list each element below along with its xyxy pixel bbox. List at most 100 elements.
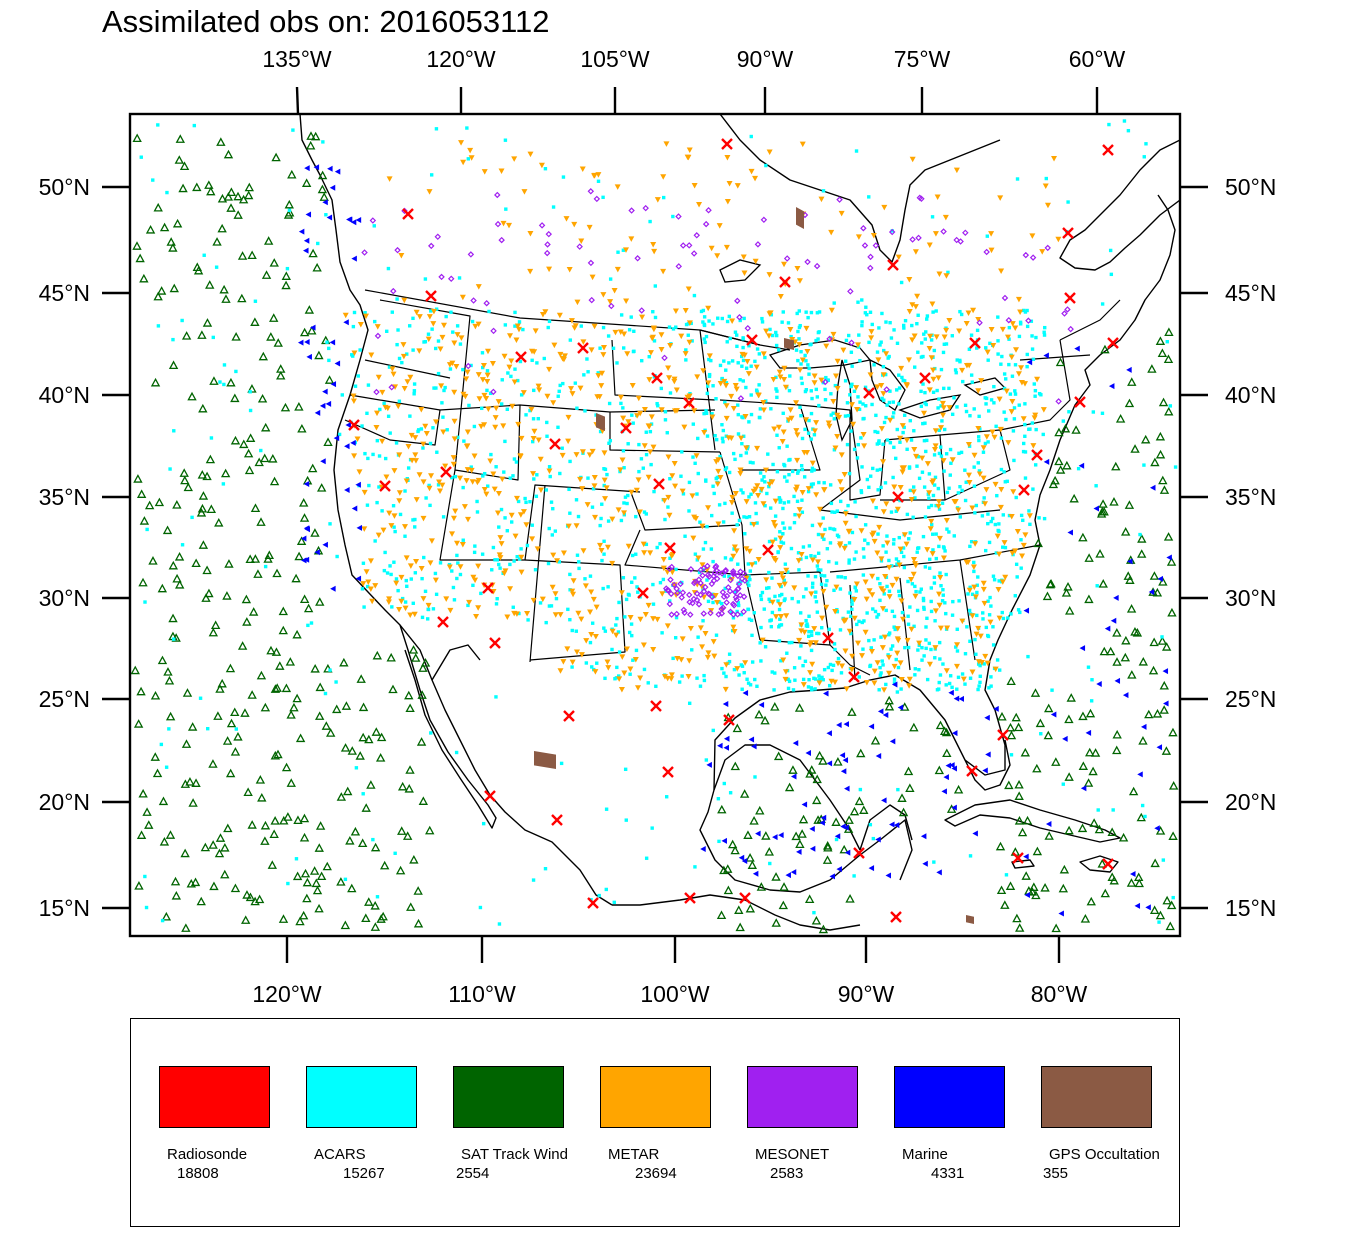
sat-track-wind-marker xyxy=(157,583,168,593)
acars-marker xyxy=(897,373,901,377)
sat-track-wind-marker xyxy=(202,565,212,575)
acars-marker xyxy=(630,633,634,638)
marine-marker xyxy=(958,695,965,702)
marine-marker xyxy=(875,752,882,759)
acars-marker xyxy=(986,633,990,638)
marine-marker xyxy=(882,712,889,719)
acars-marker xyxy=(696,471,700,476)
mesonet-marker xyxy=(715,611,722,618)
acars-marker xyxy=(497,525,501,529)
acars-marker xyxy=(950,685,954,690)
metar-marker xyxy=(475,563,482,570)
radiosonde-marker xyxy=(684,892,696,904)
acars-marker xyxy=(412,392,416,396)
metar-marker xyxy=(556,312,563,319)
acars-marker xyxy=(382,568,387,573)
acars-marker xyxy=(1109,272,1114,277)
marine-marker xyxy=(314,409,321,416)
acars-marker xyxy=(920,341,924,345)
acars-marker xyxy=(825,579,829,583)
metar-marker xyxy=(618,590,625,596)
acars-marker xyxy=(785,479,789,483)
acars-marker xyxy=(610,647,614,652)
metar-marker xyxy=(645,474,652,481)
state-boundary xyxy=(1019,354,1091,361)
sat-track-wind-marker xyxy=(1150,457,1160,467)
acars-marker xyxy=(679,474,683,478)
acars-marker xyxy=(481,821,486,826)
sat-track-wind-marker xyxy=(233,191,243,201)
mesonet-marker xyxy=(434,233,442,241)
marine-marker xyxy=(948,689,954,696)
acars-marker xyxy=(706,599,711,604)
acars-marker xyxy=(942,546,946,550)
metar-marker xyxy=(396,452,403,458)
acars-marker xyxy=(829,413,833,417)
mesonet-marker xyxy=(394,246,401,254)
metar-marker xyxy=(940,405,947,411)
metar-marker xyxy=(801,629,808,636)
acars-marker xyxy=(471,583,475,588)
acars-marker xyxy=(375,438,380,443)
acars-marker xyxy=(493,558,497,562)
acars-marker xyxy=(968,414,972,418)
acars-marker xyxy=(623,615,627,619)
sat-track-wind-marker xyxy=(1017,827,1028,837)
metar-marker xyxy=(684,154,691,161)
sat-track-wind-marker xyxy=(278,606,289,616)
acars-marker xyxy=(413,517,417,522)
acars-marker xyxy=(718,454,722,459)
acars-marker xyxy=(933,619,937,623)
acars-marker xyxy=(380,509,384,513)
acars-marker xyxy=(906,579,910,584)
metar-marker xyxy=(446,564,453,570)
acars-marker xyxy=(746,580,750,584)
mesonet-marker xyxy=(734,572,742,580)
sat-track-wind-marker xyxy=(717,804,727,814)
acars-marker xyxy=(385,329,389,333)
sat-track-wind-marker xyxy=(773,751,784,761)
metar-marker xyxy=(798,622,805,628)
mesonet-marker xyxy=(704,562,711,570)
acars-marker xyxy=(449,310,453,314)
mesonet-marker xyxy=(369,217,377,224)
sat-track-wind-marker xyxy=(1069,493,1079,503)
metar-marker xyxy=(975,625,982,632)
mesonet-marker xyxy=(730,602,738,609)
acars-marker xyxy=(778,617,782,621)
sat-track-wind-marker xyxy=(280,402,291,412)
sat-track-wind-marker xyxy=(386,652,396,662)
sat-track-wind-marker xyxy=(1033,538,1043,548)
sat-track-wind-marker xyxy=(314,711,325,720)
metar-marker xyxy=(466,599,473,606)
acars-marker xyxy=(515,554,519,559)
sat-track-wind-marker xyxy=(941,727,952,737)
sat-track-wind-marker xyxy=(233,732,243,741)
metar-marker xyxy=(1055,236,1062,243)
metar-marker xyxy=(997,195,1004,201)
acars-marker xyxy=(139,155,143,159)
marine-marker xyxy=(972,830,978,837)
sat-track-wind-marker xyxy=(1021,871,1031,880)
state-boundary xyxy=(611,339,716,401)
acars-marker xyxy=(801,677,806,682)
acars-marker xyxy=(931,548,935,552)
sat-track-wind-marker xyxy=(247,250,257,260)
sat-track-wind-marker xyxy=(903,766,914,776)
metar-marker xyxy=(975,426,982,432)
sat-track-wind-marker xyxy=(1006,730,1017,740)
acars-marker xyxy=(1023,402,1027,406)
metar-marker xyxy=(411,611,418,618)
sat-track-wind-marker xyxy=(241,915,251,924)
acars-marker xyxy=(901,430,905,435)
metar-marker xyxy=(509,403,516,410)
acars-marker xyxy=(992,578,997,582)
acars-marker xyxy=(891,411,896,415)
metar-marker xyxy=(953,167,960,174)
acars-marker xyxy=(843,575,847,580)
acars-marker xyxy=(984,625,988,630)
acars-marker xyxy=(1009,612,1013,616)
metar-marker xyxy=(883,351,890,357)
sat-track-wind-marker xyxy=(743,830,753,839)
sat-track-wind-marker xyxy=(1112,729,1122,739)
